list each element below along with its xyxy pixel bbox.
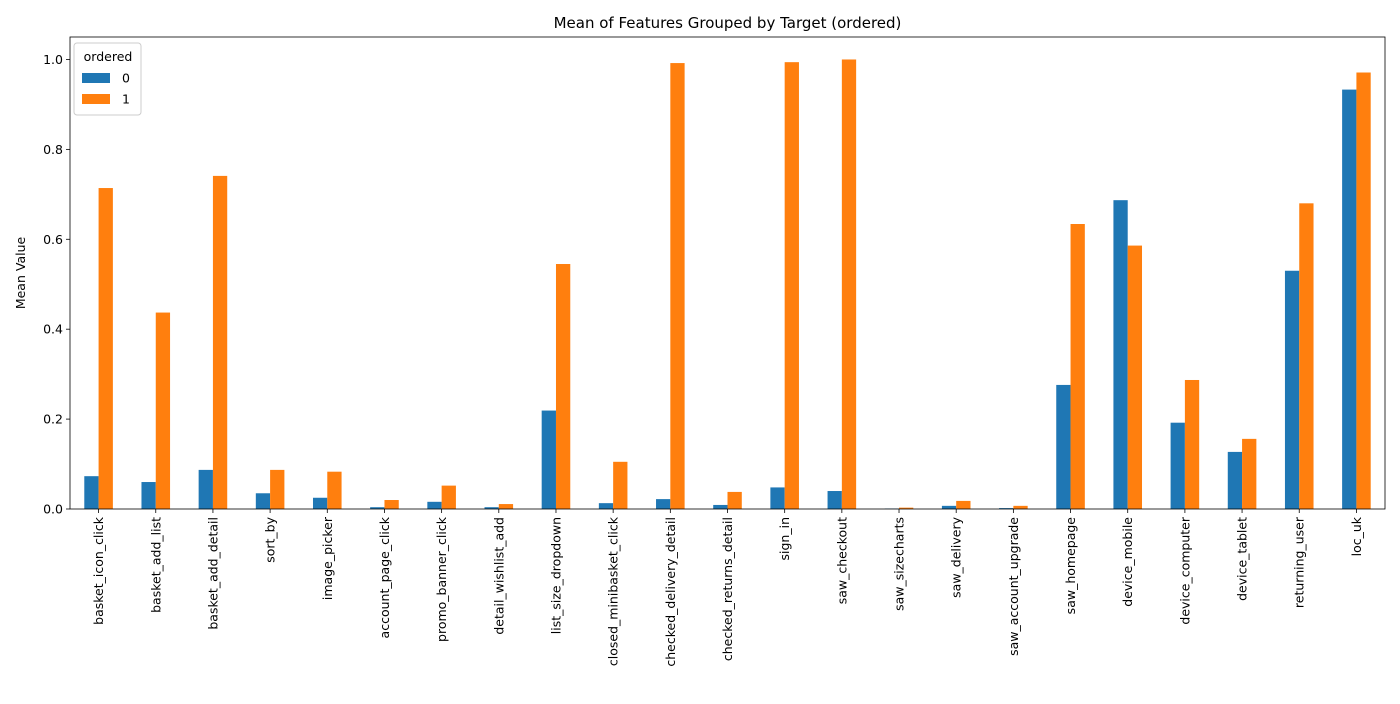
x-tick-label-basket_add_detail: basket_add_detail [205, 517, 220, 630]
x-tick-label-account_page_click: account_page_click [377, 516, 392, 638]
bar-series-0-device_tablet [1228, 452, 1242, 509]
y-tick-label: 1.0 [43, 52, 63, 67]
bar-series-1-checked_delivery_detail [670, 63, 684, 509]
bar-series-1-saw_account_upgrade [1013, 506, 1027, 509]
x-tick-label-sort_by: sort_by [263, 516, 278, 562]
x-tick-label-saw_account_upgrade: saw_account_upgrade [1006, 517, 1021, 656]
bar-series-1-list_size_dropdown [556, 264, 570, 509]
bar-series-1-basket_add_list [156, 313, 170, 509]
bar-series-1-basket_icon_click [99, 188, 113, 509]
x-tick-label-saw_delivery: saw_delivery [949, 516, 964, 597]
bar-series-0-promo_banner_click [427, 502, 441, 509]
y-tick-label: 0.0 [43, 502, 63, 517]
legend-label-1: 1 [122, 92, 130, 107]
y-tick-label: 0.8 [43, 142, 63, 157]
bar-series-1-device_mobile [1128, 246, 1142, 509]
bar-series-1-saw_checkout [842, 59, 856, 509]
bar-series-1-closed_minibasket_click [613, 462, 627, 509]
x-tick-label-promo_banner_click: promo_banner_click [434, 516, 449, 642]
legend-swatch-1 [82, 94, 110, 104]
bar-series-0-saw_homepage [1056, 385, 1070, 509]
bar-series-1-device_tablet [1242, 439, 1256, 509]
x-tick-label-saw_homepage: saw_homepage [1063, 517, 1078, 615]
bar-series-1-sort_by [270, 470, 284, 509]
x-tick-label-device_computer: device_computer [1177, 516, 1192, 624]
bar-series-1-account_page_click [384, 500, 398, 509]
x-tick-label-device_tablet: device_tablet [1235, 517, 1250, 601]
y-tick-label: 0.4 [43, 322, 63, 337]
bars-group [84, 59, 1370, 509]
bar-series-1-detail_wishlist_add [499, 504, 513, 509]
bar-series-1-saw_homepage [1071, 224, 1085, 509]
legend: ordered 0 1 [74, 43, 141, 115]
bar-series-0-loc_uk [1342, 90, 1356, 509]
x-tick-label-saw_sizecharts: saw_sizecharts [892, 517, 907, 611]
bar-series-1-promo_banner_click [442, 486, 456, 509]
x-tick-label-basket_icon_click: basket_icon_click [91, 516, 106, 625]
bar-series-0-closed_minibasket_click [599, 503, 613, 509]
x-tick-label-sign_in: sign_in [777, 517, 792, 561]
x-tick-label-image_picker: image_picker [320, 516, 335, 600]
x-axis-ticks: basket_icon_click basket_add_list basket_a… [91, 509, 1364, 667]
bar-series-0-checked_returns_detail [713, 505, 727, 509]
y-axis-label: Mean Value [13, 237, 28, 310]
y-axis-ticks: 0.0 0.2 0.4 0.6 0.8 1.0 [43, 52, 70, 517]
x-tick-label-list_size_dropdown: list_size_dropdown [548, 517, 563, 634]
bar-series-1-basket_add_detail [213, 176, 227, 509]
x-tick-label-loc_uk: loc_uk [1349, 516, 1364, 556]
bar-series-0-saw_delivery [942, 506, 956, 509]
x-tick-label-checked_delivery_detail: checked_delivery_detail [663, 517, 678, 667]
bar-series-1-device_computer [1185, 380, 1199, 509]
bar-series-0-device_mobile [1113, 200, 1127, 509]
bar-series-0-returning_user [1285, 271, 1299, 509]
x-tick-label-checked_returns_detail: checked_returns_detail [720, 517, 735, 661]
x-tick-label-saw_checkout: saw_checkout [834, 517, 849, 604]
x-tick-label-returning_user: returning_user [1292, 516, 1307, 608]
bar-series-0-sort_by [256, 493, 270, 509]
bar-series-1-returning_user [1299, 203, 1313, 509]
bar-series-0-list_size_dropdown [542, 411, 556, 509]
bar-series-0-basket_add_detail [199, 470, 213, 509]
y-tick-label: 0.2 [43, 412, 63, 427]
bar-series-1-loc_uk [1356, 73, 1370, 509]
bar-series-1-saw_delivery [956, 501, 970, 509]
y-tick-label: 0.6 [43, 232, 63, 247]
bar-series-0-checked_delivery_detail [656, 499, 670, 509]
chart-title: Mean of Features Grouped by Target (orde… [554, 14, 902, 32]
x-tick-label-device_mobile: device_mobile [1120, 517, 1135, 607]
legend-title: ordered [84, 49, 133, 64]
bar-series-0-basket_add_list [141, 482, 155, 509]
bar-series-0-device_computer [1171, 423, 1185, 509]
bar-series-0-sign_in [770, 487, 784, 509]
x-tick-label-detail_wishlist_add: detail_wishlist_add [491, 517, 506, 635]
x-tick-label-closed_minibasket_click: closed_minibasket_click [606, 516, 621, 666]
legend-label-0: 0 [122, 71, 130, 86]
legend-swatch-0 [82, 73, 110, 83]
bar-series-1-image_picker [327, 472, 341, 509]
bar-series-0-saw_checkout [828, 491, 842, 509]
x-tick-label-basket_add_list: basket_add_list [148, 517, 163, 613]
bar-series-1-sign_in [785, 62, 799, 509]
bar-series-0-basket_icon_click [84, 476, 98, 509]
bar-series-1-checked_returns_detail [728, 492, 742, 509]
bar-series-0-image_picker [313, 498, 327, 509]
